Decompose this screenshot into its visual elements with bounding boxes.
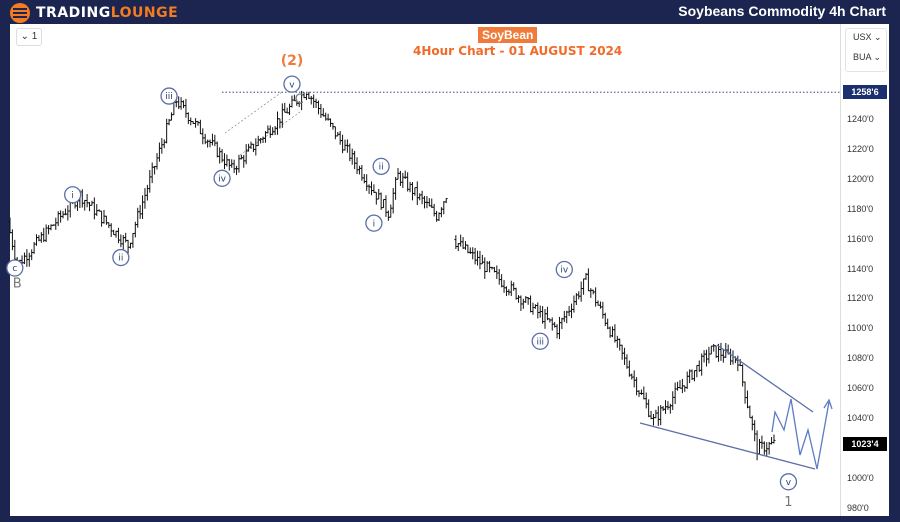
reference-price-tag: 1258'6: [843, 85, 887, 100]
wave-label: iv: [560, 266, 569, 276]
brand-text-1: TRADING: [36, 5, 111, 21]
wedge-upper-line: [716, 344, 814, 413]
plot-area[interactable]: [10, 24, 840, 516]
wave-label-circle: [6, 259, 24, 277]
y-tick-label: 1120'0: [847, 293, 874, 304]
symbol-line-1[interactable]: USX ⌄: [853, 32, 882, 42]
projection-arrow-icon: [823, 398, 833, 410]
wave-label: C: [295, 93, 304, 108]
wave-label: iv: [218, 174, 227, 184]
y-tick-label: 1040'0: [847, 413, 874, 423]
header: TRADINGLOUNGE Soybeans Commodity 4h Char…: [0, 0, 900, 24]
wave-label: c: [12, 264, 17, 274]
wave-label-circle: [64, 186, 82, 204]
interval-dropdown[interactable]: ⌄ 1: [16, 28, 42, 46]
wave-label-circle: [779, 473, 798, 491]
symbol-selector[interactable]: USX ⌄ BUA ⌄: [845, 28, 887, 72]
wave-label: i: [373, 219, 376, 229]
wave-label-circle: [213, 169, 231, 187]
wave-label: 1: [784, 495, 792, 510]
wave-label-circle: [372, 157, 390, 175]
projection-path: [771, 398, 830, 470]
tradinglounge-logo: TRADINGLOUNGE: [10, 3, 178, 23]
wave-label: i: [71, 191, 74, 201]
wave-label: v: [289, 80, 295, 90]
wave-label: ii: [118, 254, 123, 264]
y-tick-label: 1140'0: [847, 263, 874, 274]
wave-label: iii: [165, 92, 173, 102]
wave-label: v: [786, 478, 792, 488]
y-tick-label: 1100'0: [847, 323, 874, 334]
brand-text-2: LOUNGE: [110, 5, 179, 21]
symbol-line-2[interactable]: BUA ⌄: [853, 52, 882, 62]
wedge-lower-line: [639, 422, 816, 470]
wave-label: iii: [536, 337, 544, 347]
wave-label: ii: [379, 162, 384, 172]
wave-label-circle: [112, 248, 130, 267]
y-tick-label: 1000'0: [847, 472, 874, 483]
wave-label: B: [13, 277, 22, 292]
y-tick-label: 1080'0: [847, 353, 874, 364]
channel-line: [224, 91, 283, 134]
y-tick-label: 1200'0: [847, 173, 874, 184]
price-axis[interactable]: USX ⌄ BUA ⌄ 1240'0 1220'0 1200'0 1180'0 1160…: [840, 24, 889, 516]
y-tick-label: 1220'0: [847, 143, 874, 154]
wave-label-circle: [555, 260, 573, 279]
chart-symbol-badge: SoyBean: [478, 27, 538, 43]
wave-label-circle: [365, 214, 383, 232]
chart-title: Soybeans Commodity 4h Chart: [678, 3, 886, 19]
y-tick-label: 980'0: [847, 502, 869, 513]
wave-label-circle: [160, 87, 178, 105]
wave-label-circle: [283, 75, 301, 93]
logo-icon: [10, 3, 30, 23]
y-tick-label: 1240'0: [847, 114, 874, 124]
y-tick-label: 1180'0: [847, 203, 874, 214]
chart-subtitle: 4Hour Chart - 01 AUGUST 2024: [413, 44, 623, 58]
wave-label-circle: [531, 332, 549, 350]
y-tick-label: 1060'0: [847, 383, 874, 394]
wave-label: (2): [281, 53, 304, 69]
y-tick-label: 1160'0: [847, 233, 874, 244]
last-price-tag: 1023'4: [843, 436, 887, 451]
